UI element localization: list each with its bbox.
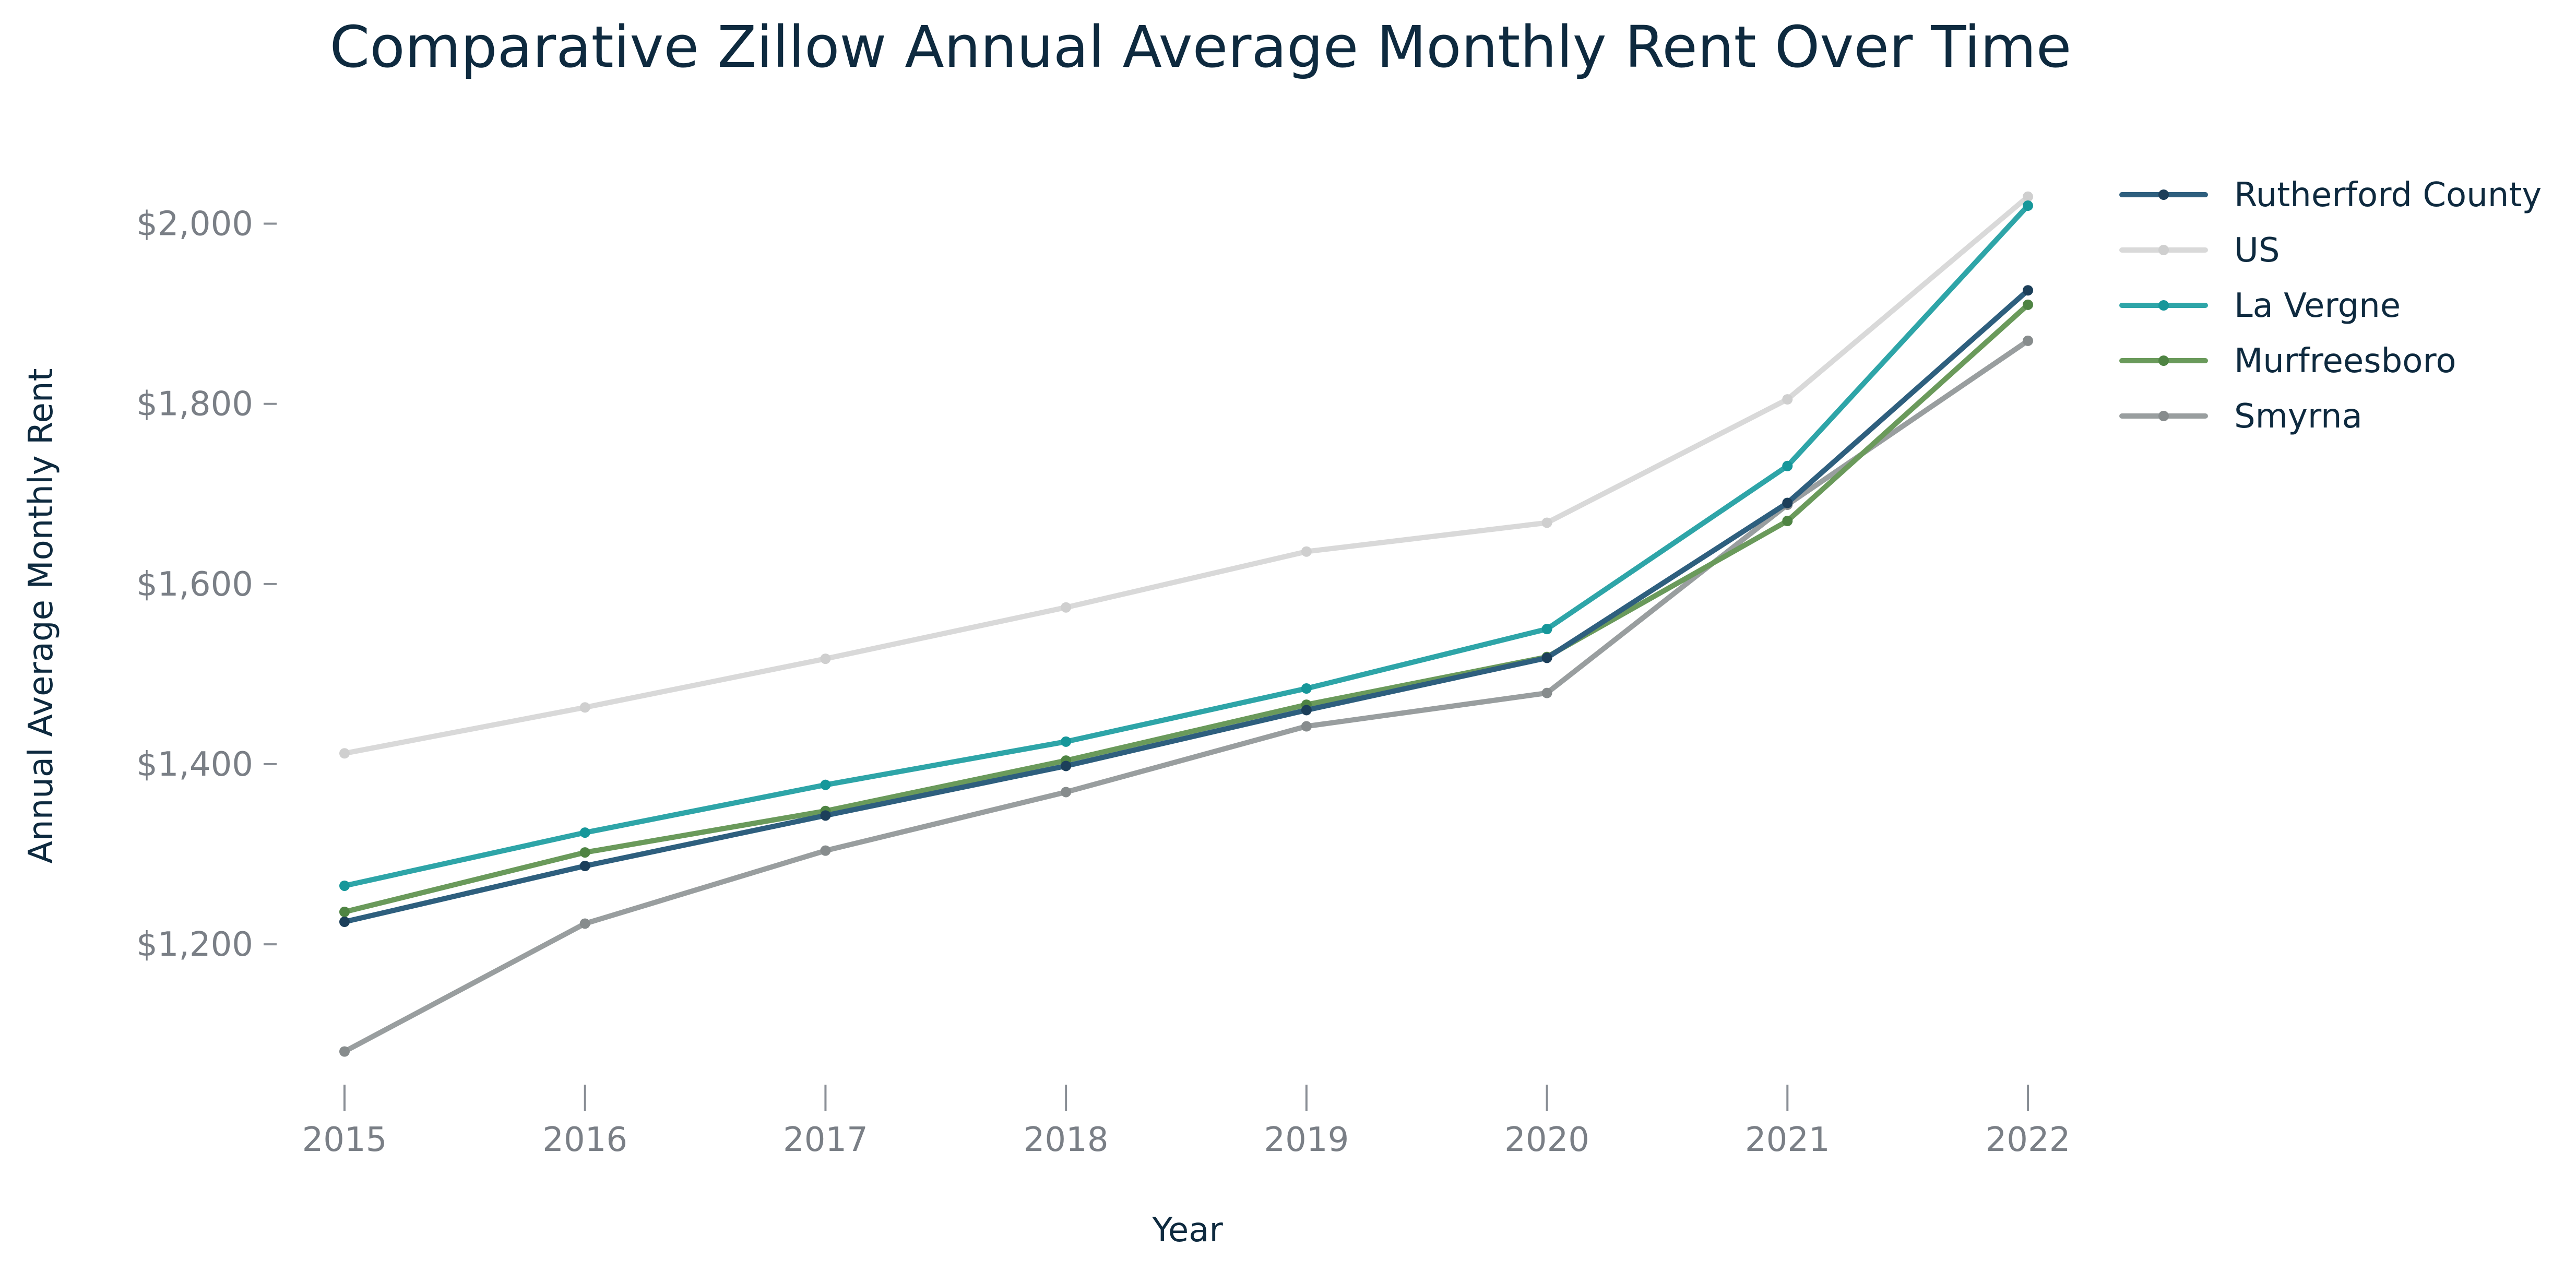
x-axis-ticks: 2015 2016 2017 2018 2019 2020 2021 2022 [302,1085,2071,1159]
data-point [1061,602,1072,613]
x-tick-label: 2016 [542,1121,627,1159]
data-point [1061,761,1072,771]
data-point [579,847,590,858]
data-point [820,845,831,856]
x-tick-label: 2021 [1745,1121,1830,1159]
x-tick-label: 2017 [783,1121,868,1159]
legend-label: Murfreesboro [2234,342,2456,381]
y-axis-title: Annual Average Monthly Rent [22,368,61,863]
legend-label: La Vergne [2234,287,2401,325]
legend-label: US [2234,231,2280,270]
data-point [579,827,590,838]
y-tick-label: $1,200 [136,925,253,964]
y-axis-ticks: $1,200 $1,400 $1,600 $1,800 $2,000 [136,205,277,964]
y-tick-label: $1,400 [136,745,253,784]
data-point [1782,460,1793,471]
series-line-la-vergne [342,203,2031,888]
data-point [1061,736,1072,747]
data-point [2023,299,2033,310]
data-point [339,1046,350,1057]
x-tick-label: 2020 [1504,1121,1589,1159]
data-point [339,916,350,927]
data-point [2023,285,2033,296]
data-point [1782,394,1793,405]
data-point [339,880,350,891]
data-point [1301,683,1312,694]
data-point [1541,517,1552,528]
data-point [579,918,590,929]
data-point [2023,191,2033,202]
data-point [339,748,350,759]
legend-marker [2158,411,2169,421]
legend-label: Rutherford County [2234,176,2542,215]
chart-title: Comparative Zillow Annual Average Monthl… [330,14,2072,80]
data-point [820,810,831,821]
data-point [1541,652,1552,663]
x-tick-label: 2018 [1024,1121,1109,1159]
data-point [579,702,590,713]
x-axis-title: Year [1152,1211,1223,1250]
legend-label: Smyrna [2234,397,2363,436]
legend: Rutherford County US La Vergne Murfreesboro… [2119,176,2542,436]
data-point [339,907,350,918]
y-tick-label: $1,800 [136,385,253,424]
x-tick-label: 2019 [1264,1121,1349,1159]
series-line-rutherford-county [342,288,2031,924]
series-line-smyrna [342,338,2031,1054]
y-tick-label: $1,600 [136,565,253,604]
data-point [820,654,831,664]
x-tick-label: 2022 [1986,1121,2071,1159]
data-point [2023,200,2033,211]
data-point [1301,705,1312,716]
data-point [1782,497,1793,508]
series-line-murfreesboro [342,302,2031,915]
data-point [820,779,831,790]
legend-marker [2158,300,2169,311]
data-point [579,860,590,871]
data-point [1541,687,1552,698]
legend-marker [2158,189,2169,200]
data-point [2023,335,2033,346]
data-point [1301,721,1312,732]
x-tick-label: 2015 [302,1121,387,1159]
legend-marker [2158,245,2169,255]
data-point [1782,516,1793,527]
data-point [1301,546,1312,557]
legend-marker [2158,355,2169,366]
series-line-us [342,194,2031,756]
y-tick-label: $2,000 [136,205,253,244]
data-point [1541,624,1552,635]
plot-series [339,191,2033,1057]
data-point [1061,787,1072,798]
